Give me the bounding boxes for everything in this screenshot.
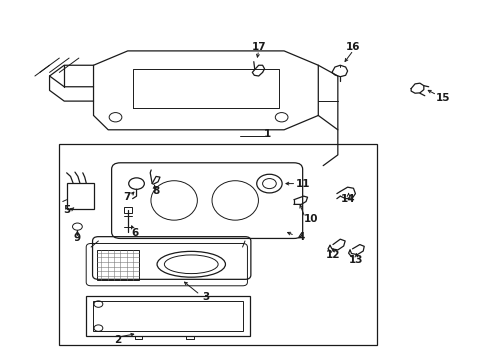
Bar bbox=[98, 250, 139, 280]
Text: 1: 1 bbox=[263, 129, 270, 139]
Text: 17: 17 bbox=[251, 42, 266, 52]
Bar bbox=[124, 207, 132, 213]
Text: 9: 9 bbox=[74, 233, 81, 243]
Bar bbox=[86, 296, 250, 336]
Text: 12: 12 bbox=[326, 249, 340, 260]
Text: 14: 14 bbox=[341, 194, 356, 204]
Bar bbox=[67, 183, 94, 209]
Text: 8: 8 bbox=[152, 186, 160, 197]
Text: 6: 6 bbox=[131, 228, 139, 238]
Bar bbox=[59, 144, 377, 345]
Text: 5: 5 bbox=[63, 206, 70, 216]
Text: 16: 16 bbox=[346, 42, 361, 52]
Text: 4: 4 bbox=[297, 232, 305, 242]
Text: 2: 2 bbox=[114, 334, 122, 345]
Text: 7: 7 bbox=[123, 192, 130, 202]
Text: 3: 3 bbox=[202, 292, 210, 302]
Text: 13: 13 bbox=[349, 255, 364, 265]
Text: 10: 10 bbox=[304, 214, 318, 224]
Bar bbox=[93, 301, 243, 331]
Text: 15: 15 bbox=[436, 93, 450, 103]
Text: 11: 11 bbox=[295, 179, 310, 189]
